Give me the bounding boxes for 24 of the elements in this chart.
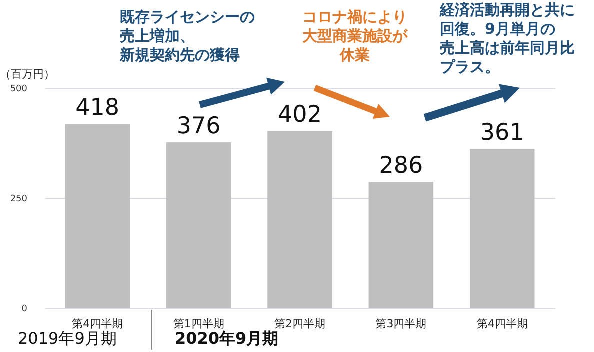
text: コロナ禍により大型商業施設が休業	[302, 8, 408, 64]
x-tick-label: 第2四半期	[274, 318, 326, 330]
y-tick-label: 250	[10, 194, 28, 204]
y-tick-label: 0	[22, 304, 28, 314]
text: 2019年9月期	[18, 329, 117, 348]
y-tick-label: 500	[10, 84, 28, 94]
x-tick-label: 第3四半期	[376, 318, 427, 330]
data-label: 361	[480, 120, 524, 146]
data-label: 286	[379, 153, 424, 180]
x-tick-label: 第1四半期	[173, 318, 224, 330]
data-label: 418	[76, 95, 120, 122]
bar	[65, 124, 130, 308]
bar	[368, 182, 434, 308]
bar	[166, 142, 232, 308]
text: 既存ライセンシーの売上増加、新規契約先の獲得	[119, 8, 255, 64]
data-label: 376	[176, 114, 221, 140]
bar	[268, 131, 332, 308]
y-axis-title: （百万円）	[0, 68, 55, 81]
text: 経済活動再開と共に回復。9月単月の売上高は前年同月比プラス。	[439, 1, 575, 76]
data-label: 402	[278, 102, 322, 128]
text: 2020年9月期	[175, 329, 279, 348]
bar	[470, 149, 535, 308]
x-tick-label: 第4四半期	[476, 318, 528, 330]
x-tick-label: 第4四半期	[72, 318, 124, 330]
